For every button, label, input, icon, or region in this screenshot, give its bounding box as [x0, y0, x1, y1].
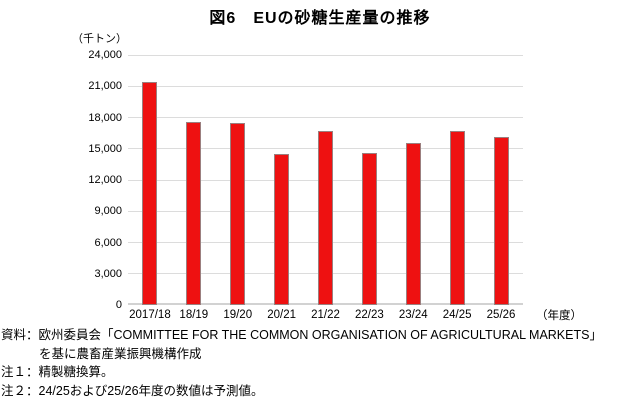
- gridline: [128, 85, 523, 87]
- x-tick-label: 23/24: [398, 309, 428, 321]
- y-tick-label: 21,000: [88, 80, 122, 93]
- x-tick-label: 21/22: [311, 309, 340, 321]
- chart-title: 図6 EUの砂糖生産量の推移: [209, 10, 431, 27]
- x-tick-label: 20/21: [267, 309, 296, 321]
- y-tick-label: 9,000: [94, 205, 122, 218]
- gridline: [128, 54, 523, 56]
- source-note-line2: を基に農畜産業振興機構作成: [39, 346, 202, 361]
- bar-21-22: [318, 131, 333, 305]
- x-tick-label: 19/20: [223, 309, 253, 321]
- bar-18-19: [186, 121, 202, 305]
- bar-2017-18: [142, 82, 158, 305]
- bar-22-23: [361, 152, 377, 305]
- bar-25-26: [493, 137, 509, 305]
- y-tick-label: 12,000: [88, 174, 122, 186]
- note-2: 注２：24/25および25/26年度の数値は予測値。: [1, 383, 264, 398]
- plot-area: 0 3,000 6,000 9,000 12,000 15,000 18,000 21,000…: [88, 49, 523, 321]
- y-tick-label: 24,000: [88, 49, 122, 61]
- bar-24-25: [449, 131, 465, 305]
- x-tick-label: 24/25: [442, 309, 472, 321]
- x-tick-label: 22/23: [354, 309, 384, 321]
- y-tick-label: 0: [115, 299, 122, 311]
- gridline: [128, 117, 523, 118]
- y-tick-label: 15,000: [88, 142, 122, 155]
- x-tick-label: 25/26: [486, 309, 516, 321]
- x-tick-label: 18/19: [179, 309, 209, 321]
- y-tick-label: 6,000: [94, 236, 122, 249]
- bar-20-21: [274, 153, 290, 305]
- source-note-line1: 資料：欧州委員会「COMMITTEE FOR THE COMMON ORGANI…: [1, 328, 602, 342]
- x-axis-unit-label: （年度）: [536, 310, 582, 322]
- y-tick-label: 3,000: [94, 267, 122, 280]
- bar-23-24: [405, 142, 421, 305]
- y-tick-label: 18,000: [88, 111, 122, 124]
- bar-19-20: [230, 122, 246, 305]
- note-1: 注１：精製糖換算。: [1, 365, 114, 379]
- footnotes: 資料：欧州委員会「COMMITTEE FOR THE COMMON ORGANI…: [1, 326, 639, 400]
- y-axis-unit-label: （千トン）: [72, 33, 127, 45]
- x-tick-label: 2017/18: [129, 309, 171, 321]
